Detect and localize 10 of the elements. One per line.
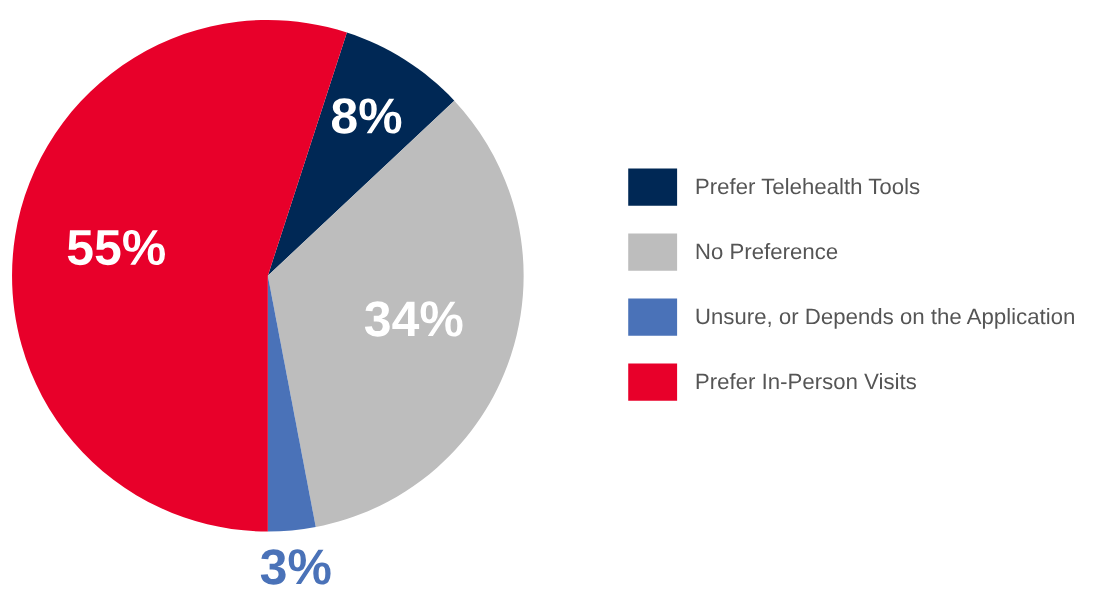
data-label: 34% [364,301,463,337]
pie-slice [267,32,455,276]
legend-label: Prefer In-Person Visits [696,372,916,390]
data-label: 3% [260,549,331,585]
data-label: 55% [67,229,165,266]
pie-slice [267,100,524,528]
legend-label: Unsure, or Depends on the Application [696,307,1074,329]
data-label: 8% [331,98,402,134]
legend-label: Prefer Telehealth Tools [696,177,920,195]
legend-label: No Preference [696,243,838,260]
